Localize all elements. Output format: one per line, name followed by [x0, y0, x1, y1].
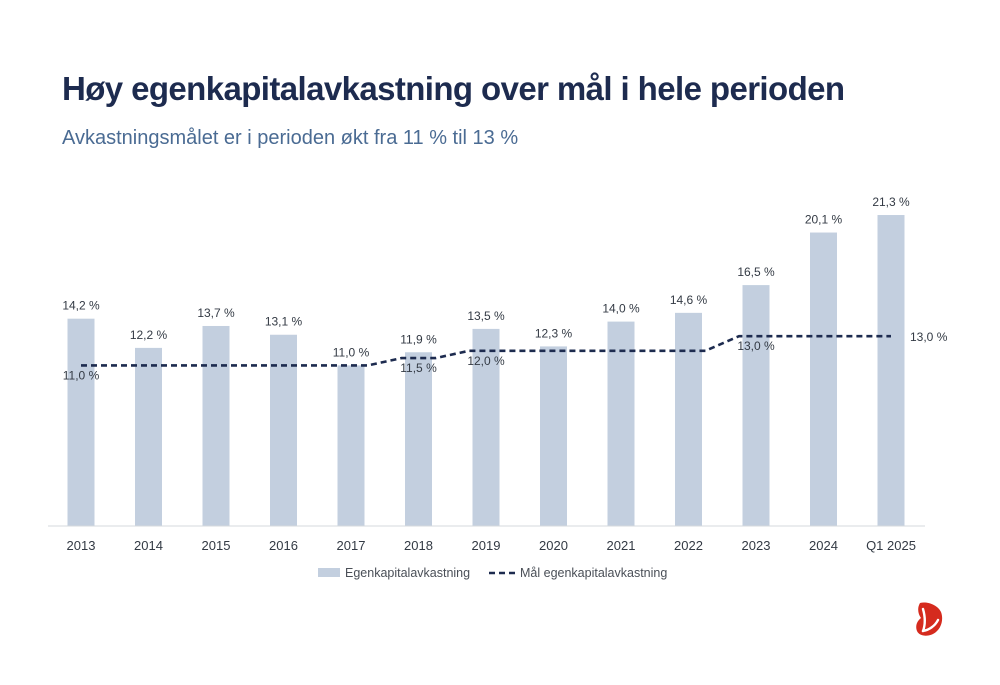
legend-swatch-bar: [318, 568, 340, 577]
x-tick-label: 2020: [539, 538, 568, 553]
bar-2014: [135, 347, 162, 526]
bar-value-label: 13,5 %: [467, 309, 505, 323]
x-tick-label: 2014: [134, 538, 163, 553]
legend-label-bar: Egenkapitalavkastning: [345, 566, 470, 580]
bar-value-label: 12,2 %: [130, 328, 168, 342]
bar-2016: [270, 334, 297, 526]
target-value-label: 13,0 %: [737, 339, 775, 353]
x-tick-label: 2013: [67, 538, 96, 553]
x-tick-label: 2021: [607, 538, 636, 553]
bar-2017: [337, 365, 365, 526]
x-tick-label: 2023: [742, 538, 771, 553]
x-tick-label: Q1 2025: [866, 538, 916, 553]
bar-q1-2025: [877, 215, 905, 526]
target-value-label: 11,0 %: [63, 368, 100, 382]
bar-value-label: 11,0 %: [333, 345, 370, 359]
bar-value-label: 20,1 %: [805, 213, 843, 227]
bar-value-label: 16,5 %: [737, 265, 775, 279]
target-value-label: 13,0 %: [910, 330, 948, 344]
target-line: [81, 334, 891, 367]
target-value-label: 12,0 %: [467, 354, 505, 368]
red-leaf-logo-icon: [914, 600, 944, 643]
bar-value-label: 14,6 %: [670, 293, 708, 307]
bar-2015: [202, 325, 230, 526]
bar-value-label: 13,1 %: [265, 315, 303, 329]
bar-value-label: 14,2 %: [62, 299, 100, 313]
legend-label-line: Mål egenkapitalavkastning: [520, 566, 667, 580]
chart-subtitle: Avkastningsmålet er i perioden økt fra 1…: [62, 127, 519, 149]
chart-title: Høy egenkapitalavkastning over mål i hel…: [62, 70, 845, 107]
bar-value-label: 11,9 %: [400, 332, 437, 346]
x-tick-label: 2024: [809, 538, 838, 553]
x-tick-label: 2018: [404, 538, 433, 553]
bar-2023: [742, 285, 770, 526]
target-value-label: 11,5 %: [400, 361, 437, 375]
bar-2020: [540, 346, 567, 526]
bar-2018: [405, 352, 432, 526]
bar-2019: [472, 328, 500, 526]
bar-value-label: 13,7 %: [197, 306, 235, 320]
x-tick-label: 2017: [337, 538, 366, 553]
x-tick-label: 2022: [674, 538, 703, 553]
bar-2013: [67, 318, 95, 526]
bar-2024: [810, 232, 837, 527]
bar-2021: [607, 321, 635, 526]
bar-value-label: 12,3 %: [535, 326, 573, 340]
bar-value-label: 14,0 %: [602, 302, 640, 316]
x-tick-label: 2015: [202, 538, 231, 553]
x-tick-label: 2019: [472, 538, 501, 553]
bar-2022: [675, 312, 702, 526]
bar-value-label: 21,3 %: [872, 195, 910, 209]
x-tick-label: 2016: [269, 538, 298, 553]
